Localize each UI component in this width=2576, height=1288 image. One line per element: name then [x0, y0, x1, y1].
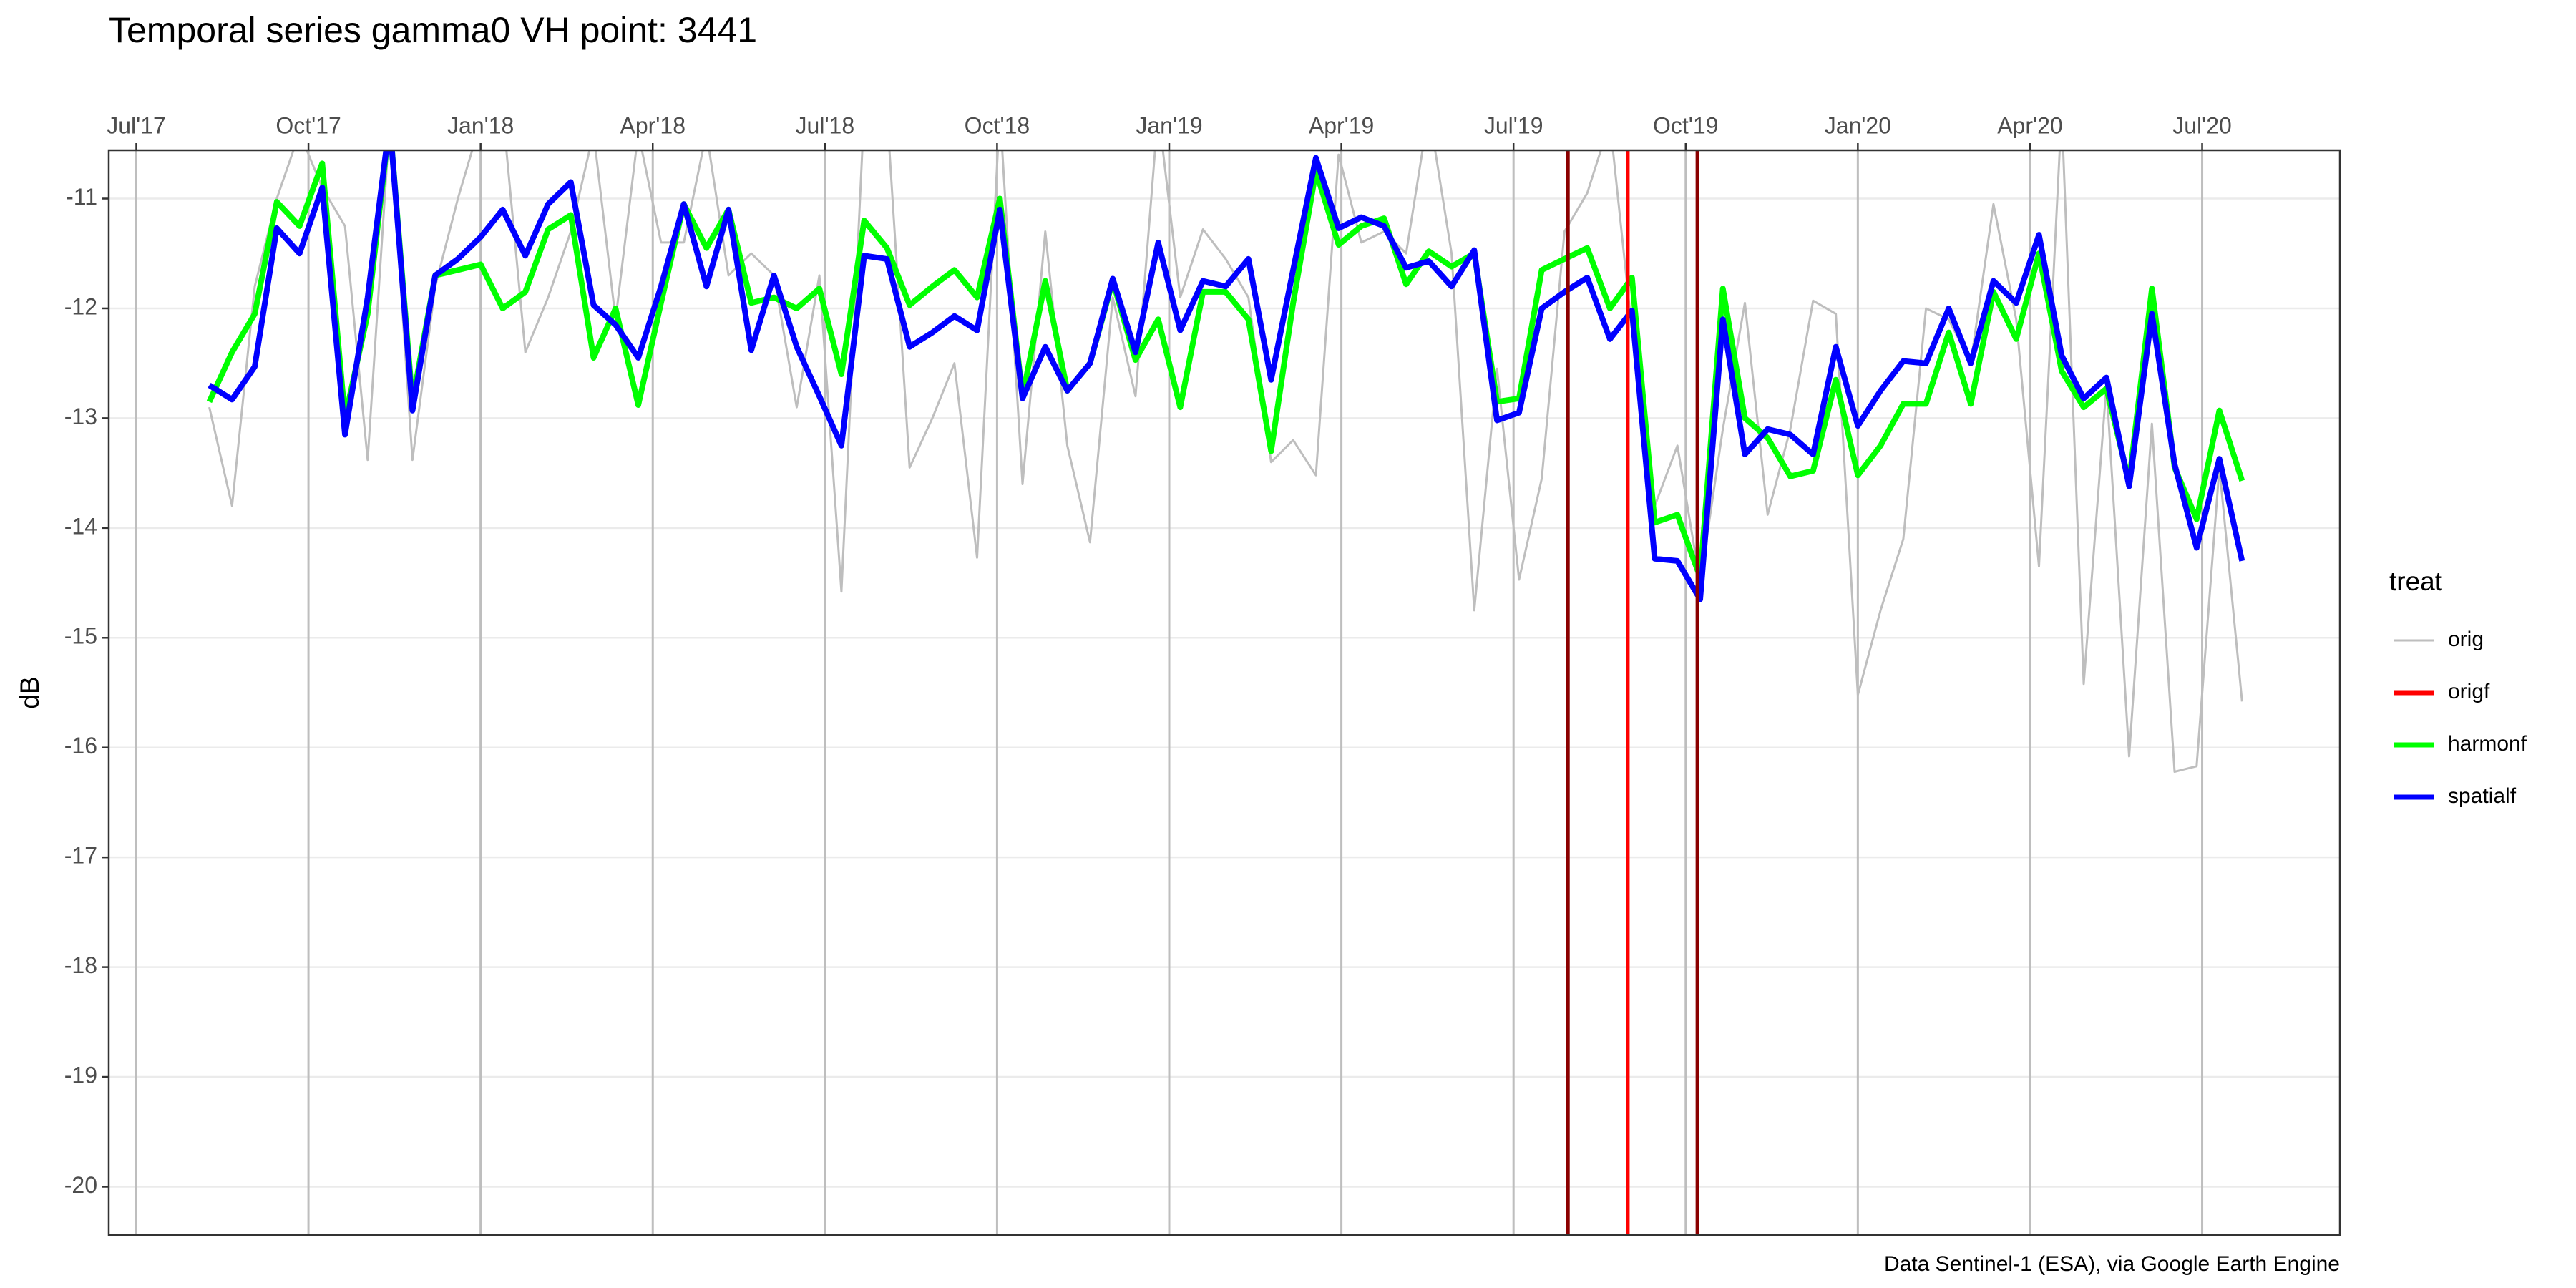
x-tick-label: Jul'19: [1484, 112, 1543, 138]
x-tick-label: Oct'18: [965, 112, 1030, 138]
x-tick-label: Oct'17: [275, 112, 341, 138]
legend-title: treat: [2389, 567, 2443, 596]
legend-label: orig: [2448, 628, 2484, 651]
y-tick-label: -16: [64, 733, 97, 758]
x-tick-label: Jul'20: [2172, 112, 2232, 138]
y-tick-label: -18: [64, 952, 97, 978]
y-tick-label: -17: [64, 843, 97, 869]
y-tick-label: -11: [66, 184, 97, 210]
x-tick-label: Jan'20: [1825, 112, 1891, 138]
series-line: [208, 150, 2245, 602]
axes: -20 -19 -18 -17 -16 -15 -14 -13 -12 -11 Jul'17 Oct'…: [64, 112, 2341, 1236]
x-tick-label: Jan'19: [1136, 112, 1202, 138]
series-line: [206, 150, 2245, 580]
y-tick-label: -15: [64, 623, 97, 649]
y-tick-label: -14: [64, 513, 97, 539]
chart-title: Temporal series gamma0 VH point: 3441: [109, 10, 757, 50]
y-tick-label: -12: [64, 293, 97, 319]
plot-border: [107, 149, 2341, 1236]
x-tick-label: Oct'19: [1653, 112, 1718, 138]
legend-label: harmonf: [2448, 732, 2527, 756]
grid: [109, 150, 2340, 1235]
y-tick-label: -20: [64, 1172, 97, 1198]
x-tick-label: Jul'17: [107, 112, 166, 138]
y-tick-label: -19: [64, 1062, 97, 1088]
x-tick-label: Jul'18: [796, 112, 855, 138]
legend: treat orig origf harmonf spatialf: [2389, 567, 2527, 808]
y-tick-label: -13: [64, 404, 97, 429]
legend-label: origf: [2448, 680, 2490, 703]
legend-label: spatialf: [2448, 784, 2517, 808]
x-tick-label: Apr'19: [1309, 112, 1375, 138]
plot-area: [206, 150, 2245, 1235]
y-axis-label: dB: [15, 676, 44, 708]
series-line: [208, 150, 2243, 773]
x-tick-label: Jan'18: [447, 112, 514, 138]
caption: Data Sentinel-1 (ESA), via Google Earth …: [1884, 1252, 2340, 1276]
x-tick-label: Apr'20: [1997, 112, 2063, 138]
x-tick-label: Apr'18: [620, 112, 686, 138]
